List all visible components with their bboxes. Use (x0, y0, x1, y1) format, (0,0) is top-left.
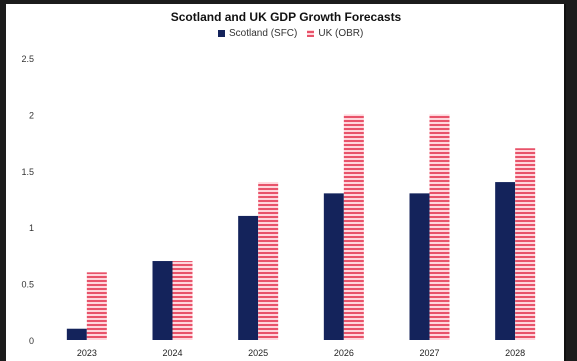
x-tick-label: 2026 (334, 348, 354, 358)
chart-title: Scotland and UK GDP Growth Forecasts (170, 10, 402, 24)
bar-uk (429, 114, 450, 341)
bar-scotland (238, 215, 259, 340)
y-tick-label: 2 (29, 110, 34, 120)
legend-label-uk: UK (OBR) (318, 28, 364, 39)
bar-uk (515, 148, 536, 340)
legend-item-scotland: Scotland (SFC) (218, 28, 297, 39)
y-tick-label: 0 (29, 336, 34, 346)
legend-swatch-scotland (218, 30, 225, 37)
y-tick-label: 2.5 (21, 54, 34, 64)
x-tick-label: 2024 (162, 348, 182, 358)
y-tick-label: 1 (29, 223, 34, 233)
bar-scotland (495, 182, 516, 340)
frame-right-border (564, 4, 566, 361)
bar-scotland (152, 261, 173, 340)
bar-scotland (66, 328, 87, 340)
bar-uk (86, 272, 107, 340)
legend-item-uk: UK (OBR) (307, 28, 363, 39)
y-tick-label: 0.5 (21, 280, 34, 290)
chart-frame: Scotland and UK GDP Growth Forecasts Sco… (6, 4, 566, 361)
chart-legend: Scotland (SFC) UK (OBR) (218, 28, 363, 39)
plot-area: 0 0.5 1 1.5 2 2.5 2023 2024 2025 2026 2027 2028 (21, 54, 536, 358)
x-tick-label: 2027 (419, 348, 439, 358)
bar-uk (172, 261, 193, 340)
x-tick-label: 2023 (77, 348, 97, 358)
y-tick-label: 1.5 (21, 167, 34, 177)
legend-swatch-uk (307, 30, 315, 37)
bar-uk (343, 114, 364, 341)
bar-scotland (409, 193, 430, 340)
bar-scotland (323, 193, 344, 340)
bar-uk (258, 182, 279, 340)
legend-label-scotland: Scotland (SFC) (229, 28, 298, 39)
x-tick-label: 2025 (248, 348, 268, 358)
x-tick-label: 2028 (505, 348, 525, 358)
